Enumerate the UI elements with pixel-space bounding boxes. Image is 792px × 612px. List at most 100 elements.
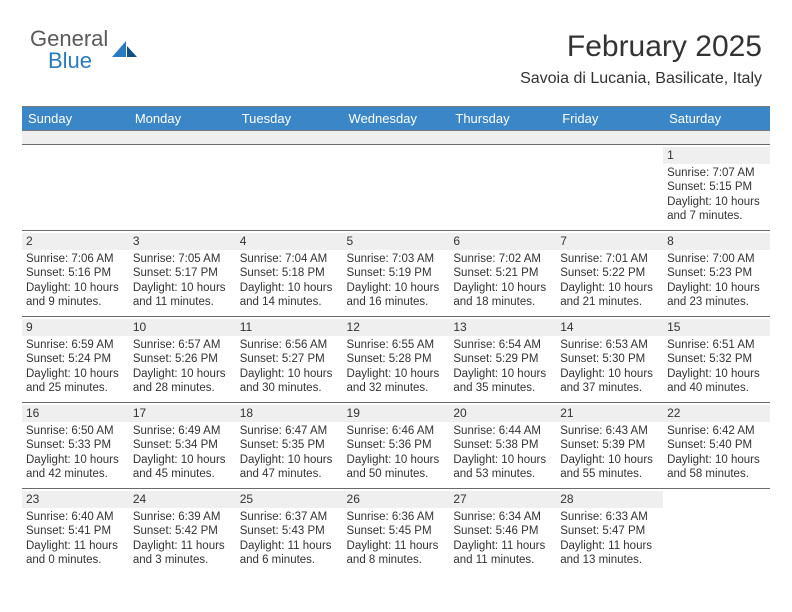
day-details: Sunrise: 6:50 AMSunset: 5:33 PMDaylight:…: [26, 424, 125, 482]
calendar-cell: 26 Sunrise: 6:36 AMSunset: 5:45 PMDayligh…: [343, 489, 450, 575]
calendar-cell: [449, 145, 556, 231]
calendar-cell: 23 Sunrise: 6:40 AMSunset: 5:41 PMDayligh…: [22, 489, 129, 575]
calendar-cell: 2Sunrise: 7:06 AMSunset: 5:16 PMDaylight…: [22, 231, 129, 317]
calendar-cell: 18 Sunrise: 6:47 AMSunset: 5:35 PMDayligh…: [236, 403, 343, 489]
calendar-cell: 16 Sunrise: 6:50 AMSunset: 5:33 PMDayligh…: [22, 403, 129, 489]
day-number: 1: [663, 147, 770, 164]
day-number: 14: [556, 319, 663, 336]
calendar-cell: 9 Sunrise: 6:59 AMSunset: 5:24 PMDaylight…: [22, 317, 129, 403]
day-number: 23: [22, 491, 129, 508]
day-number: 18: [236, 405, 343, 422]
day-number: 20: [449, 405, 556, 422]
day-header: Tuesday: [236, 107, 343, 131]
day-details: Sunrise: 7:02 AMSunset: 5:21 PMDaylight:…: [453, 252, 552, 310]
calendar-cell: 3 Sunrise: 7:05 AMSunset: 5:17 PMDaylight…: [129, 231, 236, 317]
day-details: Sunrise: 7:04 AMSunset: 5:18 PMDaylight:…: [240, 252, 339, 310]
day-details: Sunrise: 7:01 AMSunset: 5:22 PMDaylight:…: [560, 252, 659, 310]
calendar-week: 1 Sunrise: 7:07 AMSunset: 5:15 PMDaylight…: [22, 145, 770, 231]
day-details: Sunrise: 6:36 AMSunset: 5:45 PMDaylight:…: [347, 510, 446, 568]
day-number: 3: [129, 233, 236, 250]
day-details: Sunrise: 6:46 AMSunset: 5:36 PMDaylight:…: [347, 424, 446, 482]
calendar-cell: 13Sunrise: 6:54 AMSunset: 5:29 PMDayligh…: [449, 317, 556, 403]
calendar-cell: [22, 145, 129, 231]
day-details: Sunrise: 6:42 AMSunset: 5:40 PMDaylight:…: [667, 424, 766, 482]
calendar-cell: [663, 489, 770, 575]
day-details: Sunrise: 7:00 AMSunset: 5:23 PMDaylight:…: [667, 252, 766, 310]
day-number: 26: [343, 491, 450, 508]
day-header: Wednesday: [343, 107, 450, 131]
day-details: Sunrise: 6:37 AMSunset: 5:43 PMDaylight:…: [240, 510, 339, 568]
calendar-week: 16 Sunrise: 6:50 AMSunset: 5:33 PMDayligh…: [22, 403, 770, 489]
day-details: Sunrise: 6:47 AMSunset: 5:35 PMDaylight:…: [240, 424, 339, 482]
day-number: 2: [22, 233, 129, 250]
calendar-cell: 27Sunrise: 6:34 AMSunset: 5:46 PMDayligh…: [449, 489, 556, 575]
calendar-week: 2Sunrise: 7:06 AMSunset: 5:16 PMDaylight…: [22, 231, 770, 317]
calendar-week: 23 Sunrise: 6:40 AMSunset: 5:41 PMDayligh…: [22, 489, 770, 575]
day-number: 17: [129, 405, 236, 422]
day-details: Sunrise: 6:49 AMSunset: 5:34 PMDaylight:…: [133, 424, 232, 482]
calendar-week: 9 Sunrise: 6:59 AMSunset: 5:24 PMDaylight…: [22, 317, 770, 403]
day-details: Sunrise: 6:51 AMSunset: 5:32 PMDaylight:…: [667, 338, 766, 396]
calendar-cell: 11 Sunrise: 6:56 AMSunset: 5:27 PMDayligh…: [236, 317, 343, 403]
calendar-cell: 15 Sunrise: 6:51 AMSunset: 5:32 PMDayligh…: [663, 317, 770, 403]
day-number: 6: [449, 233, 556, 250]
calendar-cell: 7 Sunrise: 7:01 AMSunset: 5:22 PMDaylight…: [556, 231, 663, 317]
day-details: Sunrise: 6:57 AMSunset: 5:26 PMDaylight:…: [133, 338, 232, 396]
calendar-cell: 10 Sunrise: 6:57 AMSunset: 5:26 PMDayligh…: [129, 317, 236, 403]
calendar-cell: 12Sunrise: 6:55 AMSunset: 5:28 PMDayligh…: [343, 317, 450, 403]
day-details: Sunrise: 6:56 AMSunset: 5:27 PMDaylight:…: [240, 338, 339, 396]
day-number: 22: [663, 405, 770, 422]
day-header: Friday: [556, 107, 663, 131]
blank-row: [22, 131, 770, 145]
day-number: 9: [22, 319, 129, 336]
calendar-cell: 4Sunrise: 7:04 AMSunset: 5:18 PMDaylight…: [236, 231, 343, 317]
day-details: Sunrise: 6:59 AMSunset: 5:24 PMDaylight:…: [26, 338, 125, 396]
calendar-cell: [343, 145, 450, 231]
logo: General Blue: [30, 28, 138, 72]
day-number: 16: [22, 405, 129, 422]
day-header: Monday: [129, 107, 236, 131]
calendar-cell: 20 Sunrise: 6:44 AMSunset: 5:38 PMDayligh…: [449, 403, 556, 489]
day-details: Sunrise: 6:40 AMSunset: 5:41 PMDaylight:…: [26, 510, 125, 568]
calendar-cell: 25 Sunrise: 6:37 AMSunset: 5:43 PMDayligh…: [236, 489, 343, 575]
day-number: 21: [556, 405, 663, 422]
calendar-cell: 28Sunrise: 6:33 AMSunset: 5:47 PMDayligh…: [556, 489, 663, 575]
calendar-cell: 21 Sunrise: 6:43 AMSunset: 5:39 PMDayligh…: [556, 403, 663, 489]
day-header: Sunday: [22, 107, 129, 131]
logo-text-blue: Blue: [48, 50, 108, 72]
day-number: 10: [129, 319, 236, 336]
day-details: Sunrise: 7:05 AMSunset: 5:17 PMDaylight:…: [133, 252, 232, 310]
calendar-cell: 8 Sunrise: 7:00 AMSunset: 5:23 PMDaylight…: [663, 231, 770, 317]
day-details: Sunrise: 6:55 AMSunset: 5:28 PMDaylight:…: [347, 338, 446, 396]
day-details: Sunrise: 7:03 AMSunset: 5:19 PMDaylight:…: [347, 252, 446, 310]
calendar-cell: 14 Sunrise: 6:53 AMSunset: 5:30 PMDayligh…: [556, 317, 663, 403]
day-number: 8: [663, 233, 770, 250]
day-header: Saturday: [663, 107, 770, 131]
calendar-cell: [129, 145, 236, 231]
day-number: 27: [449, 491, 556, 508]
calendar-cell: 24 Sunrise: 6:39 AMSunset: 5:42 PMDayligh…: [129, 489, 236, 575]
day-details: Sunrise: 6:44 AMSunset: 5:38 PMDaylight:…: [453, 424, 552, 482]
calendar-cell: 19 Sunrise: 6:46 AMSunset: 5:36 PMDayligh…: [343, 403, 450, 489]
calendar-cell: 5Sunrise: 7:03 AMSunset: 5:19 PMDaylight…: [343, 231, 450, 317]
calendar-cell: [236, 145, 343, 231]
triangle-icon: [112, 39, 138, 64]
day-details: Sunrise: 6:43 AMSunset: 5:39 PMDaylight:…: [560, 424, 659, 482]
day-header: Thursday: [449, 107, 556, 131]
day-number: 28: [556, 491, 663, 508]
day-number: 11: [236, 319, 343, 336]
days-of-week-row: SundayMondayTuesdayWednesdayThursdayFrid…: [22, 107, 770, 131]
day-number: 19: [343, 405, 450, 422]
day-number: 7: [556, 233, 663, 250]
day-details: Sunrise: 7:07 AMSunset: 5:15 PMDaylight:…: [667, 166, 766, 224]
day-number: 24: [129, 491, 236, 508]
day-details: Sunrise: 6:53 AMSunset: 5:30 PMDaylight:…: [560, 338, 659, 396]
calendar-cell: 17 Sunrise: 6:49 AMSunset: 5:34 PMDayligh…: [129, 403, 236, 489]
day-number: 13: [449, 319, 556, 336]
day-number: 25: [236, 491, 343, 508]
location-label: Savoia di Lucania, Basilicate, Italy: [520, 70, 762, 88]
day-number: 15: [663, 319, 770, 336]
calendar-cell: 22 Sunrise: 6:42 AMSunset: 5:40 PMDayligh…: [663, 403, 770, 489]
calendar-cell: 6 Sunrise: 7:02 AMSunset: 5:21 PMDaylight…: [449, 231, 556, 317]
day-details: Sunrise: 6:39 AMSunset: 5:42 PMDaylight:…: [133, 510, 232, 568]
